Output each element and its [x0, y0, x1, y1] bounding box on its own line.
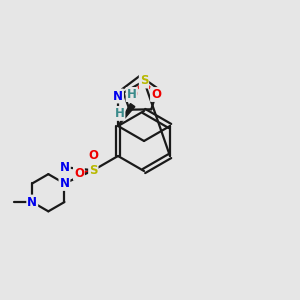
- Text: N: N: [113, 89, 123, 103]
- Text: N: N: [60, 161, 70, 174]
- Text: N: N: [27, 196, 37, 208]
- Polygon shape: [118, 103, 135, 126]
- Text: O: O: [127, 88, 137, 101]
- Text: O: O: [88, 149, 98, 162]
- Text: H: H: [115, 107, 124, 120]
- Text: N: N: [59, 177, 69, 190]
- Text: O: O: [74, 167, 84, 180]
- Text: S: S: [140, 74, 148, 88]
- Text: S: S: [89, 164, 98, 177]
- Text: O: O: [151, 88, 161, 101]
- Text: H: H: [127, 88, 136, 101]
